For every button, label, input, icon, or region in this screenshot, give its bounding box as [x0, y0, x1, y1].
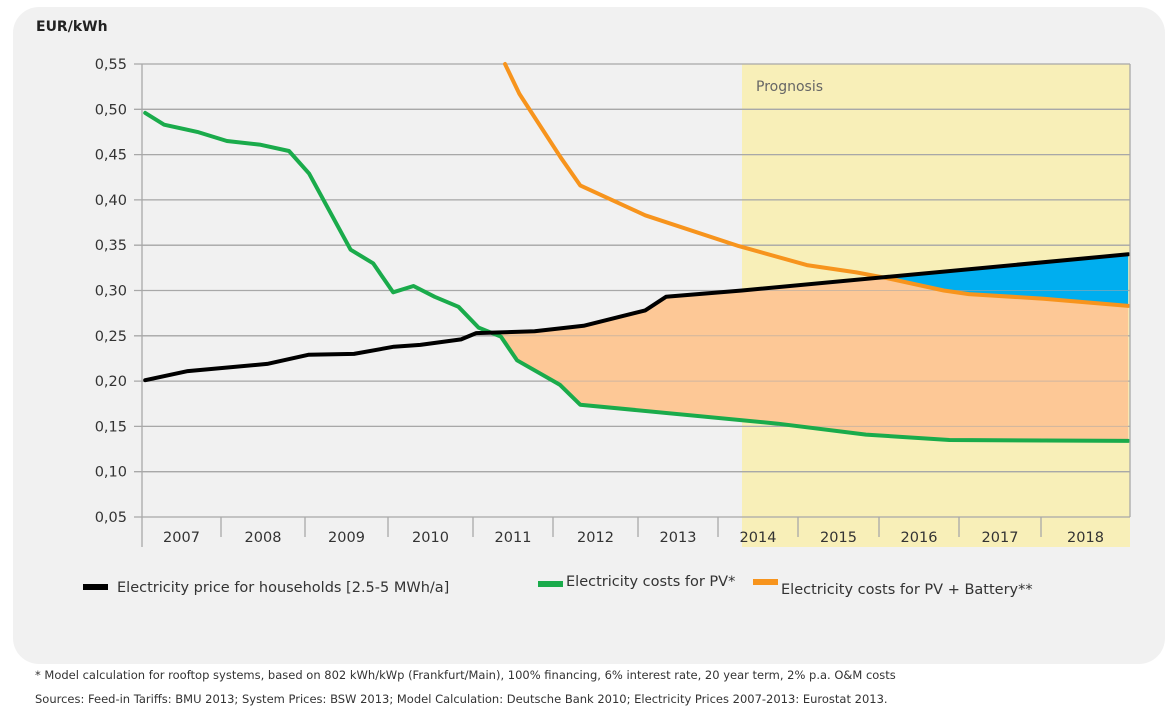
prognosis-label: Prognosis	[756, 79, 823, 95]
y-tick-label: 0,35	[95, 238, 127, 254]
legend-item-household: Electricity price for households [2.5-5 …	[83, 580, 449, 596]
y-tick-label: 0,25	[95, 329, 127, 345]
x-tick-label: 2016	[901, 530, 938, 546]
x-tick-label: 2011	[495, 530, 532, 546]
footnote-model-calculation: * Model calculation for rooftop systems,…	[35, 668, 896, 682]
series-line-household	[143, 252, 1131, 383]
y-axis-unit-label: EUR/kWh	[36, 19, 108, 35]
legend-swatch-battery	[753, 579, 778, 585]
x-tick-label: 2017	[982, 530, 1019, 546]
y-tick-label: 0,10	[95, 465, 127, 481]
x-tick-label: 2013	[660, 530, 697, 546]
legend: Electricity price for households [2.5-5 …	[83, 574, 1033, 598]
x-tick-labels: 2007 2008 2009 2010 2011 2012 2013 2014 2015 2016…	[163, 530, 1104, 546]
y-tick-label: 0,40	[95, 193, 127, 209]
legend-label-pv: Electricity costs for PV*	[566, 574, 735, 590]
legend-label-household: Electricity price for households [2.5-5 …	[117, 580, 449, 596]
x-tick-label: 2015	[820, 530, 857, 546]
area-fills	[142, 63, 1130, 518]
x-tick-label: 2014	[740, 530, 777, 546]
y-tick-labels: 0,05 0,10 0,15 0,20 0,25 0,30 0,35 0,40 0,45 0,50…	[95, 57, 127, 526]
axes	[141, 64, 1131, 547]
y-tick-label: 0,45	[95, 148, 127, 164]
legend-label-battery: Electricity costs for PV + Battery**	[781, 582, 1033, 598]
y-tick-label: 0,55	[95, 57, 127, 73]
y-tick-label: 0,50	[95, 102, 127, 118]
fill-pv-savings	[499, 277, 1129, 441]
legend-item-pv: Electricity costs for PV*	[538, 574, 735, 590]
legend-swatch-pv	[538, 581, 563, 587]
series-line-pv	[143, 110, 1131, 443]
fill-battery-savings	[882, 254, 1129, 306]
x-tick-label: 2012	[577, 530, 614, 546]
footnote-sources: Sources: Feed-in Tariffs: BMU 2013; Syst…	[35, 692, 888, 706]
legend-swatch-household	[83, 584, 108, 590]
legend-item-battery: Electricity costs for PV + Battery**	[753, 579, 1033, 598]
x-tick-label: 2008	[245, 530, 282, 546]
series-line-battery	[503, 62, 1131, 308]
y-tick-label: 0,15	[95, 419, 127, 435]
y-tick-label: 0,20	[95, 374, 127, 390]
x-tick-label: 2009	[328, 530, 365, 546]
x-tick-label: 2007	[163, 530, 200, 546]
series-lines	[143, 62, 1131, 443]
x-tick-label: 2010	[412, 530, 449, 546]
x-tick-label: 2018	[1067, 530, 1104, 546]
y-tick-label: 0,05	[95, 510, 127, 526]
y-tick-label: 0,30	[95, 284, 127, 300]
